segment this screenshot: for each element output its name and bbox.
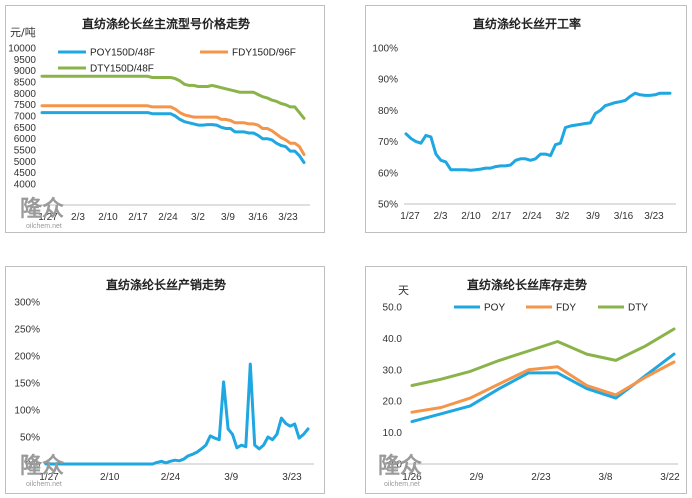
- y-tick-label: 150%: [14, 379, 40, 390]
- y-tick-label: 80%: [378, 106, 398, 117]
- y-tick-label: 70%: [378, 137, 398, 148]
- x-tick-label: 2/10: [100, 472, 120, 483]
- x-tick-label: 2/24: [158, 212, 178, 223]
- y-tick-label: 7500: [14, 100, 37, 111]
- series-line-poy150d-48f: [40, 111, 306, 164]
- y-tick-label: 50%: [20, 433, 40, 444]
- y-axis-unit: 天: [398, 284, 409, 297]
- legend-label: POY150D/48F: [90, 48, 155, 59]
- chart-title: 直纺涤纶长丝库存走势: [467, 277, 587, 292]
- y-axis-unit: 元/吨: [10, 26, 36, 39]
- y-tick-label: 5000: [14, 157, 37, 168]
- y-tick-label: 0.0: [388, 460, 402, 471]
- legend-label: DTY: [628, 303, 648, 314]
- y-tick-label: 300%: [14, 298, 40, 309]
- chart-title: 直纺涤纶长丝开工率: [473, 16, 581, 31]
- series-line-fdy150d-96f: [40, 104, 306, 156]
- x-tick-label: 2/17: [128, 212, 148, 223]
- legend-label: POY: [484, 303, 505, 314]
- x-tick-label: 3/16: [614, 211, 634, 222]
- x-tick-label: 3/22: [660, 472, 680, 483]
- chart-title: 直纺涤纶长丝产销走势: [106, 277, 226, 292]
- watermark-site: oilchem.net: [384, 481, 420, 488]
- legend-label: DTY150D/48F: [90, 64, 154, 75]
- watermark-brand: 隆众: [20, 454, 64, 479]
- watermark-site: oilchem.net: [26, 223, 62, 230]
- series-line-dty150d-48f: [40, 74, 306, 120]
- y-tick-label: 90%: [378, 75, 398, 86]
- x-tick-label: 2/24: [522, 211, 542, 222]
- y-tick-label: 10000: [8, 44, 36, 55]
- x-tick-label: 1/26: [402, 472, 422, 483]
- y-tick-label: 50.0: [383, 303, 403, 314]
- x-tick-label: 3/16: [248, 212, 268, 223]
- x-tick-label: 2/3: [71, 212, 85, 223]
- sales-ratio-panel: 直纺涤纶长丝产销走势 0% 50% 100% 150% 200% 250% 300% 1/2…: [5, 266, 325, 494]
- sales-ratio-chart: 直纺涤纶长丝产销走势 0% 50% 100% 150% 200% 250% 300% 1/2…: [14, 277, 314, 488]
- x-tick-label: 1/27: [39, 472, 59, 483]
- x-tick-label: 2/23: [531, 472, 551, 483]
- y-tick-label: 30.0: [383, 365, 403, 376]
- y-tick-label: 4500: [14, 168, 37, 179]
- x-tick-label: 3/2: [191, 212, 205, 223]
- watermark-brand: 隆众: [20, 197, 64, 222]
- operating-rate-chart: 直纺涤纶长丝开工率 50% 60% 70% 80% 90% 100% 1/27 2/3 2/1…: [372, 16, 676, 222]
- y-tick-label: 250%: [14, 325, 40, 336]
- watermark-site: oilchem.net: [26, 481, 62, 488]
- x-tick-label: 3/9: [224, 472, 238, 483]
- operating-rate-panel: 直纺涤纶长丝开工率 50% 60% 70% 80% 90% 100% 1/27 2/3 2/1…: [365, 5, 687, 233]
- watermark: 隆众 oilchem.net: [20, 197, 64, 230]
- y-tick-label: 4000: [14, 180, 37, 191]
- y-tick-label: 6000: [14, 134, 37, 145]
- y-tick-label: 50%: [378, 200, 398, 211]
- x-tick-label: 3/9: [221, 212, 235, 223]
- x-tick-label: 2/24: [161, 472, 181, 483]
- y-tick-label: 0%: [26, 460, 41, 471]
- y-tick-label: 8500: [14, 78, 37, 89]
- y-tick-label: 60%: [378, 168, 398, 179]
- inventory-panel: 直纺涤纶长丝库存走势 天 0.0 10.0 20.0 30.0 40.0 50.0 1/2…: [365, 266, 687, 494]
- y-tick-label: 5500: [14, 146, 37, 157]
- price-trend-chart: 直纺涤纶长丝主流型号价格走势 元/吨 400045005000550060006…: [8, 16, 310, 230]
- y-tick-label: 6500: [14, 123, 37, 134]
- watermark: 隆众 oilchem.net: [378, 454, 422, 488]
- series-line-poy: [410, 352, 676, 424]
- series-line-dty: [410, 327, 676, 387]
- x-tick-label: 3/9: [586, 211, 600, 222]
- x-tick-label: 3/23: [282, 472, 302, 483]
- x-tick-label: 3/2: [556, 211, 570, 222]
- x-tick-label: 1/27: [38, 212, 58, 223]
- y-tick-label: 200%: [14, 352, 40, 363]
- y-tick-label: 7000: [14, 112, 37, 123]
- watermark: 隆众 oilchem.net: [20, 454, 64, 488]
- y-tick-label: 100%: [372, 44, 398, 55]
- y-tick-label: 9000: [14, 66, 37, 77]
- x-tick-label: 3/23: [278, 212, 298, 223]
- x-tick-label: 2/10: [98, 212, 118, 223]
- x-tick-label: 3/23: [644, 211, 664, 222]
- x-tick-label: 1/27: [400, 211, 420, 222]
- watermark-brand: 隆众: [378, 454, 422, 479]
- series-line-main: [404, 91, 672, 172]
- x-tick-label: 2/17: [492, 211, 512, 222]
- inventory-chart: 直纺涤纶长丝库存走势 天 0.0 10.0 20.0 30.0 40.0 50.0 1/2…: [378, 277, 680, 488]
- y-tick-label: 10.0: [383, 428, 403, 439]
- legend-label: FDY150D/96F: [232, 48, 296, 59]
- y-tick-label: 100%: [14, 406, 40, 417]
- legend-label: FDY: [556, 303, 576, 314]
- x-tick-label: 2/9: [470, 472, 484, 483]
- x-tick-label: 2/3: [434, 211, 448, 222]
- y-tick-label: 8000: [14, 89, 37, 100]
- price-trend-panel: 直纺涤纶长丝主流型号价格走势 元/吨 4000 4500 5000 5500 6000 6…: [5, 5, 325, 233]
- series-line-fdy: [410, 360, 676, 414]
- y-tick-label: 40.0: [383, 334, 403, 345]
- y-tick-label: 20.0: [383, 397, 403, 408]
- chart-title: 直纺涤纶长丝主流型号价格走势: [82, 16, 250, 31]
- x-tick-label: 2/10: [461, 211, 481, 222]
- y-tick-label: 9500: [14, 55, 37, 66]
- series-line-main: [44, 362, 310, 466]
- x-tick-label: 3/8: [599, 472, 613, 483]
